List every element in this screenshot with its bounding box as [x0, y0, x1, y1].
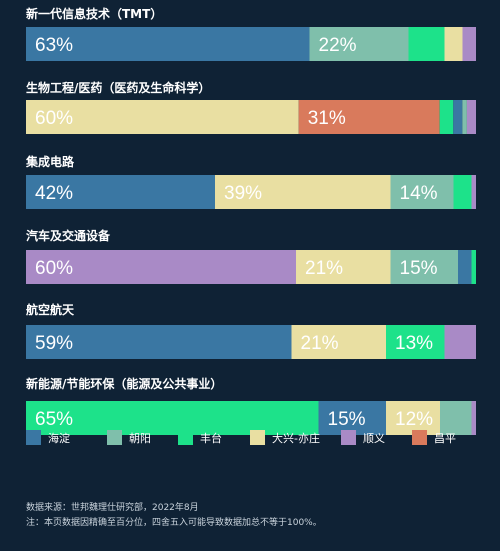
bar-segment — [26, 27, 310, 61]
bar-segment — [439, 100, 454, 134]
data-label: 42% — [35, 183, 73, 204]
bar-segment — [26, 250, 296, 284]
data-label: 39% — [224, 183, 262, 204]
bar-segment — [458, 250, 472, 284]
category-title: 航空航天 — [26, 302, 75, 317]
legend-swatch — [26, 430, 41, 445]
data-label: 22% — [319, 35, 357, 56]
data-label: 63% — [35, 35, 73, 56]
legend-label: 昌平 — [434, 432, 456, 445]
category-title: 新能源/节能环保（能源及公共事业） — [26, 376, 222, 391]
bar-segment — [440, 401, 472, 435]
bar-segment — [318, 401, 386, 435]
bar-segment — [298, 100, 440, 134]
data-label: 21% — [301, 333, 339, 354]
bar-segment — [462, 27, 476, 61]
data-source-note: 数据来源：世邦魏理仕研究部，2022年8月 — [26, 503, 199, 513]
bar-segment — [453, 175, 472, 209]
category-title: 新一代信息技术（TMT） — [26, 6, 162, 21]
bar-segment — [471, 401, 476, 435]
bar-segment — [444, 27, 463, 61]
legend-label: 海淀 — [48, 431, 70, 445]
data-label: 65% — [35, 409, 73, 430]
legend-label: 大兴-亦庄 — [272, 431, 320, 445]
bar-segment — [26, 401, 319, 435]
legend-swatch — [250, 430, 265, 445]
data-label: 31% — [308, 108, 346, 129]
bar-segment — [26, 325, 292, 359]
data-label: 59% — [35, 333, 73, 354]
bar-segment — [390, 250, 458, 284]
data-label: 13% — [395, 333, 433, 354]
legend-swatch — [412, 430, 427, 445]
legend-label: 朝阳 — [129, 432, 151, 445]
data-label: 14% — [400, 183, 438, 204]
bar-segment — [453, 100, 463, 134]
legend-label: 丰台 — [200, 431, 222, 445]
rounding-note: 注：本页数据因精确至百分位，四舍五入可能导致数据加总不等于100%。 — [26, 518, 322, 528]
bar-segment — [390, 175, 454, 209]
bar-segment — [309, 27, 409, 61]
bar-segment — [26, 100, 299, 134]
bar-segment — [462, 100, 467, 134]
data-label: 60% — [35, 258, 73, 279]
category-title: 生物工程/医药（医药及生命科学） — [26, 80, 210, 95]
category-title: 汽车及交通设备 — [26, 228, 111, 243]
bar-segment — [386, 401, 440, 435]
legend-swatch — [107, 430, 122, 445]
bar-segment — [408, 27, 445, 61]
bar-segment — [471, 175, 476, 209]
bar-segment — [215, 175, 391, 209]
category-title: 集成电路 — [25, 154, 75, 169]
data-label: 12% — [395, 409, 433, 430]
bar-segment — [26, 175, 215, 209]
bar-segment — [296, 250, 391, 284]
legend-label: 顺义 — [363, 432, 385, 445]
data-label: 15% — [400, 258, 438, 279]
data-label: 15% — [328, 409, 366, 430]
bar-segment — [444, 325, 476, 359]
bar-segment — [466, 100, 476, 134]
bar-segment — [471, 250, 476, 284]
data-label: 60% — [35, 108, 73, 129]
data-label: 21% — [305, 258, 343, 279]
bar-segment — [386, 325, 445, 359]
bar-segment — [291, 325, 386, 359]
legend-swatch — [341, 430, 356, 445]
legend-swatch — [178, 430, 193, 445]
